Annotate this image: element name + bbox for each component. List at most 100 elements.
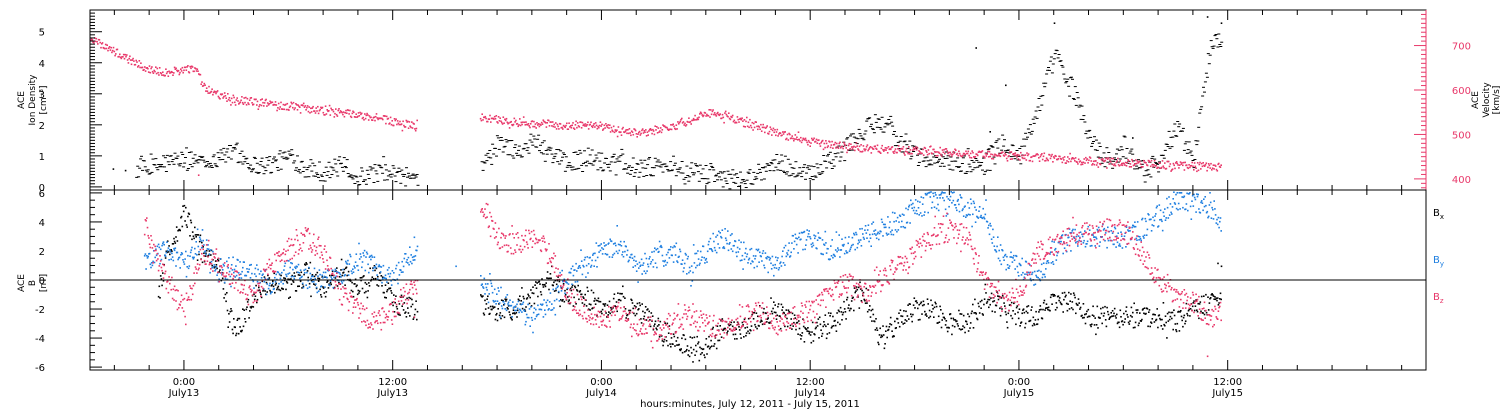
bx-point bbox=[869, 305, 871, 307]
by-point bbox=[407, 262, 409, 264]
velocity-tick-label: 500 bbox=[1452, 130, 1471, 141]
density-point bbox=[1022, 138, 1026, 140]
by-point bbox=[194, 253, 197, 255]
density-point bbox=[672, 155, 675, 157]
density-point bbox=[282, 158, 286, 160]
bx-point bbox=[386, 289, 389, 291]
velocity-point bbox=[274, 101, 277, 103]
bx-point bbox=[688, 349, 690, 352]
density-point bbox=[175, 158, 179, 159]
density-point bbox=[709, 163, 713, 165]
by-point bbox=[550, 309, 552, 311]
density-point bbox=[334, 163, 338, 165]
velocity-point bbox=[360, 112, 363, 115]
velocity-point bbox=[275, 104, 278, 106]
density-point bbox=[650, 175, 653, 177]
by-point bbox=[586, 256, 589, 258]
bx-point bbox=[971, 310, 973, 313]
by-point bbox=[555, 287, 557, 290]
bx-point bbox=[354, 283, 356, 285]
bx-point bbox=[1056, 306, 1058, 309]
by-point bbox=[785, 255, 788, 258]
bx-point bbox=[327, 287, 330, 289]
by-point bbox=[735, 251, 737, 254]
density-point bbox=[277, 153, 281, 155]
velocity-point bbox=[520, 121, 523, 124]
bx-point bbox=[1088, 315, 1091, 318]
velocity-point bbox=[482, 119, 484, 121]
by-point bbox=[716, 234, 719, 237]
density-point bbox=[540, 142, 544, 144]
by-point bbox=[687, 255, 689, 258]
bx-point bbox=[228, 321, 231, 323]
by-point bbox=[307, 280, 309, 282]
velocity-point bbox=[964, 153, 966, 156]
density-point bbox=[648, 157, 652, 158]
bx-point bbox=[1179, 311, 1181, 313]
bx-point bbox=[700, 347, 703, 350]
velocity-point bbox=[91, 39, 94, 41]
bx-point bbox=[809, 334, 812, 336]
velocity-point bbox=[786, 133, 789, 136]
velocity-point bbox=[107, 49, 109, 52]
density-point bbox=[1105, 147, 1109, 149]
velocity-point bbox=[565, 124, 567, 127]
velocity-point bbox=[890, 148, 892, 151]
velocity-point bbox=[747, 121, 750, 124]
velocity-point bbox=[919, 151, 921, 153]
density-point bbox=[157, 164, 161, 165]
velocity-point bbox=[529, 126, 531, 129]
velocity-point bbox=[354, 116, 357, 118]
density-point bbox=[897, 148, 901, 150]
velocity-point bbox=[205, 90, 207, 92]
by-point bbox=[571, 283, 573, 286]
bx-point bbox=[1087, 308, 1090, 311]
velocity-point bbox=[532, 125, 534, 128]
bx-point bbox=[846, 298, 848, 301]
density-point bbox=[362, 181, 365, 182]
density-point bbox=[607, 163, 611, 165]
by-point bbox=[354, 267, 356, 269]
by-point bbox=[291, 262, 293, 265]
bx-point bbox=[334, 277, 337, 279]
density-point bbox=[747, 172, 751, 174]
bx-point bbox=[197, 234, 200, 236]
by-point bbox=[832, 256, 834, 259]
density-point bbox=[682, 178, 686, 180]
bx-point bbox=[1132, 326, 1135, 329]
velocity-point bbox=[1004, 152, 1006, 155]
velocity-point bbox=[696, 117, 699, 119]
density-point bbox=[139, 158, 143, 160]
bx-point bbox=[965, 320, 968, 323]
by-point bbox=[669, 248, 671, 251]
bx-point bbox=[516, 309, 519, 312]
bx-point bbox=[932, 308, 934, 310]
by-point bbox=[250, 263, 252, 266]
bx-point bbox=[1007, 312, 1010, 315]
velocity-point bbox=[801, 139, 804, 142]
density-point bbox=[405, 167, 408, 169]
bx-point bbox=[774, 304, 776, 306]
velocity-point bbox=[984, 153, 987, 155]
bx-point bbox=[765, 312, 767, 315]
velocity-point bbox=[353, 111, 355, 114]
density-point bbox=[566, 164, 570, 166]
bx-point bbox=[1068, 308, 1071, 310]
density-point bbox=[1017, 155, 1021, 157]
velocity-point bbox=[915, 146, 917, 148]
density-point bbox=[410, 174, 414, 176]
density-point bbox=[1106, 161, 1110, 163]
bx-point bbox=[741, 321, 744, 324]
velocity-point bbox=[330, 107, 332, 110]
bx-point bbox=[1171, 311, 1174, 314]
velocity-point bbox=[486, 120, 489, 123]
bx-point bbox=[1168, 311, 1170, 314]
velocity-point bbox=[1002, 151, 1004, 153]
by-point bbox=[489, 273, 491, 275]
density-point bbox=[991, 146, 995, 148]
velocity-point bbox=[315, 107, 317, 109]
density-point bbox=[927, 164, 931, 166]
by-point bbox=[576, 270, 578, 272]
bx-point bbox=[897, 322, 900, 324]
bx-point bbox=[795, 328, 797, 331]
